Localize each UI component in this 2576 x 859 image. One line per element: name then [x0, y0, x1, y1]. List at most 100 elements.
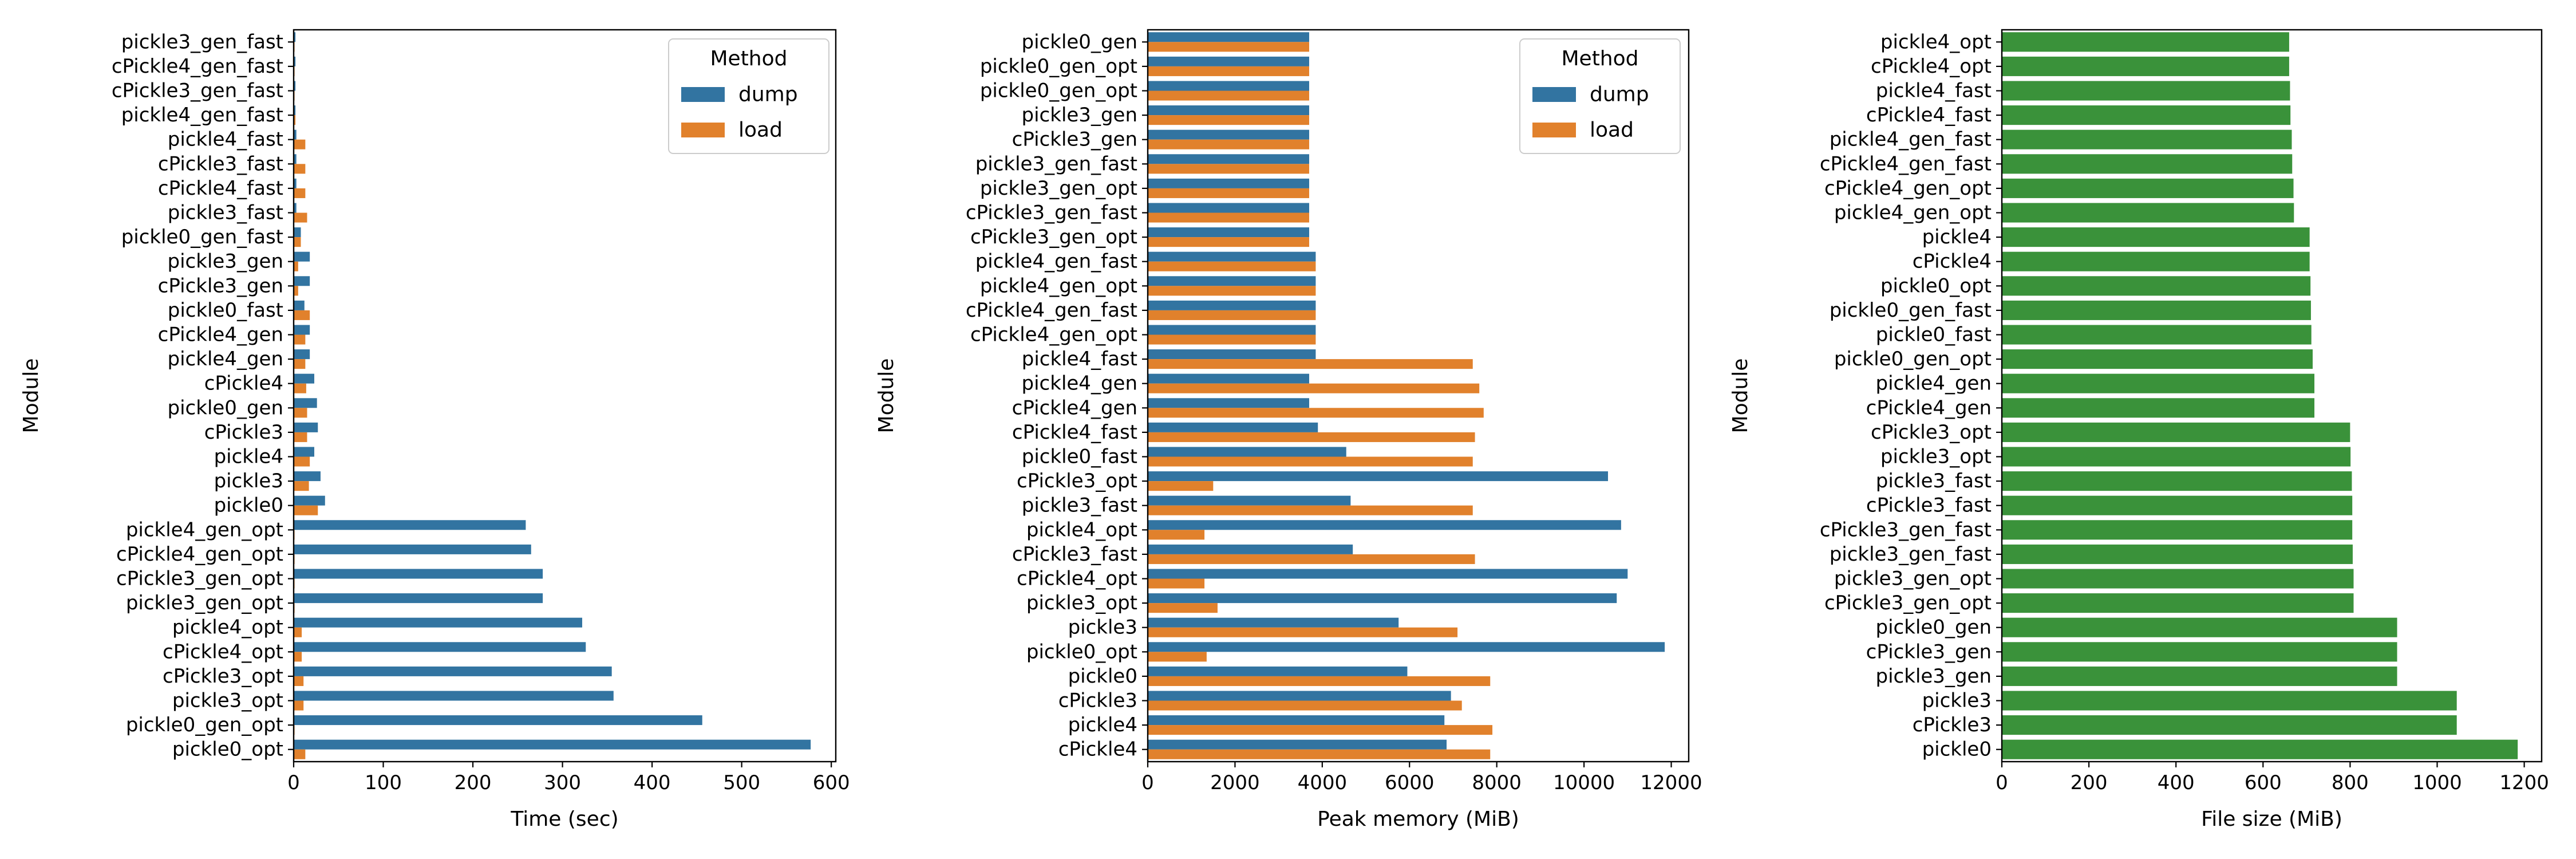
y-tick-label: cPickle3_opt — [1871, 421, 1992, 444]
load-bar — [294, 286, 298, 296]
x-tick-label: 6000 — [1385, 771, 1435, 794]
memory-chart-panel: pickle0_genpickle0_gen_optpickle0_gen_op… — [875, 29, 1702, 831]
load-bar — [1148, 383, 1480, 393]
y-tick-label: pickle0_gen_fast — [121, 226, 283, 249]
y-tick-label: pickle0_gen_opt — [126, 714, 283, 736]
y-tick-label: pickle4_opt — [1026, 518, 1137, 541]
y-tick-label: cPickle3_gen — [1866, 640, 1992, 663]
y-tick-label: cPickle3_opt — [1017, 470, 1137, 492]
y-tick-label: pickle3 — [1068, 616, 1137, 639]
file-size-bar — [2002, 129, 2292, 149]
dump-bar — [294, 617, 583, 628]
y-tick-label: pickle3_gen_fast — [121, 30, 283, 53]
y-tick-label: pickle3_gen — [1876, 665, 1992, 688]
dump-bar — [294, 739, 811, 750]
load-bar — [1148, 530, 1205, 540]
load-bar — [294, 749, 306, 759]
x-tick-label: 600 — [813, 771, 850, 794]
y-tick-label: pickle4 — [214, 446, 283, 468]
dump-bar — [1148, 373, 1309, 384]
y-tick-label: cPickle4_fast — [1012, 421, 1137, 444]
load-bar — [1148, 310, 1316, 320]
load-bar — [1148, 164, 1309, 174]
file-size-bar — [2002, 105, 2291, 125]
file-size-bar — [2002, 227, 2310, 247]
load-bar — [1148, 212, 1309, 223]
dump-bar — [294, 154, 297, 164]
x-tick-label: 300 — [544, 771, 581, 794]
load-bar — [1148, 139, 1309, 149]
dump-bar — [1148, 715, 1445, 726]
plot-frame — [1147, 29, 1690, 763]
y-tick-label: pickle4_gen_fast — [1830, 128, 1992, 151]
x-tick-label: 2000 — [1210, 771, 1260, 794]
y-tick-label: pickle3_gen_opt — [126, 592, 283, 614]
file-size-bar — [2002, 495, 2353, 515]
y-tick-label: pickle3_opt — [1880, 446, 1992, 468]
dump-bar — [294, 691, 614, 701]
dump-bar — [294, 422, 318, 432]
load-bar — [1148, 749, 1491, 759]
dump-bar — [1148, 617, 1399, 628]
load-bar — [294, 432, 307, 442]
dump-bar — [294, 495, 325, 506]
dump-bar — [1148, 666, 1408, 676]
legend-label-dump: dump — [738, 83, 798, 107]
y-tick-label: cPickle4_gen — [1012, 396, 1137, 419]
y-tick-label: cPickle3_fast — [1012, 543, 1137, 566]
y-tick-label: cPickle3_gen_fast — [1820, 518, 1992, 541]
y-tick-label: cPickle4_gen_opt — [1824, 177, 1992, 200]
y-tick-label: cPickle4_fast — [1866, 104, 1992, 127]
dump-bar — [294, 520, 526, 530]
y-tick-label: cPickle3 — [204, 421, 283, 444]
y-tick-label: cPickle3 — [1913, 714, 1992, 736]
y-tick-label: pickle3_gen — [168, 250, 283, 273]
file-size-bar — [2002, 32, 2289, 52]
y-axis-label: Module — [875, 358, 898, 434]
load-bar — [1148, 676, 1491, 686]
load-bar — [294, 359, 306, 369]
dump-bar — [294, 300, 305, 310]
load-bar — [1148, 725, 1493, 735]
load-bar — [1148, 603, 1218, 613]
load-bar — [294, 310, 310, 320]
load-bar — [294, 456, 310, 467]
load-bar — [1148, 432, 1475, 442]
load-bar — [1148, 652, 1207, 662]
load-bar — [294, 676, 304, 686]
y-tick-label: pickle0_opt — [172, 738, 283, 761]
y-tick-label: pickle0_fast — [1022, 446, 1137, 468]
load-bar — [1148, 188, 1309, 198]
load-bar — [294, 481, 309, 491]
y-tick-label: pickle4_gen_opt — [126, 518, 283, 541]
y-tick-label: pickle4_fast — [1022, 348, 1137, 371]
y-tick-label: cPickle3_gen_fast — [112, 80, 283, 103]
dump-bar — [1148, 32, 1309, 42]
y-tick-label: pickle4 — [1922, 226, 1992, 249]
load-bar — [294, 652, 302, 662]
y-tick-label: pickle4 — [1068, 714, 1137, 736]
y-tick-label: cPickle3_gen_opt — [1824, 592, 1992, 614]
dump-bar — [1148, 276, 1316, 286]
y-tick-label: pickle4_opt — [172, 616, 283, 639]
y-tick-label: pickle3_opt — [1026, 592, 1137, 614]
file-size-bar — [2002, 251, 2310, 271]
y-tick-label: cPickle4_fast — [158, 177, 283, 200]
file-size-bar — [2002, 471, 2352, 491]
x-tick-label: 500 — [723, 771, 760, 794]
dump-bar — [1148, 520, 1621, 530]
y-tick-label: pickle3_gen_fast — [1830, 543, 1992, 566]
dump-bar — [1148, 300, 1316, 310]
y-tick-label: cPickle4 — [1058, 738, 1137, 761]
plot-frame — [293, 29, 837, 763]
dump-bar — [294, 373, 315, 384]
load-bar — [1148, 456, 1473, 467]
load-bar — [1148, 627, 1458, 637]
file-size-bar — [2002, 617, 2397, 637]
dump-bar — [294, 227, 301, 238]
file-size-bar — [2002, 569, 2354, 589]
y-tick-label: pickle0_gen — [1022, 30, 1137, 53]
y-axis-label: Module — [19, 358, 43, 434]
y-tick-label: pickle0_gen_opt — [980, 55, 1137, 78]
y-tick-label: pickle3_gen_opt — [980, 177, 1137, 200]
